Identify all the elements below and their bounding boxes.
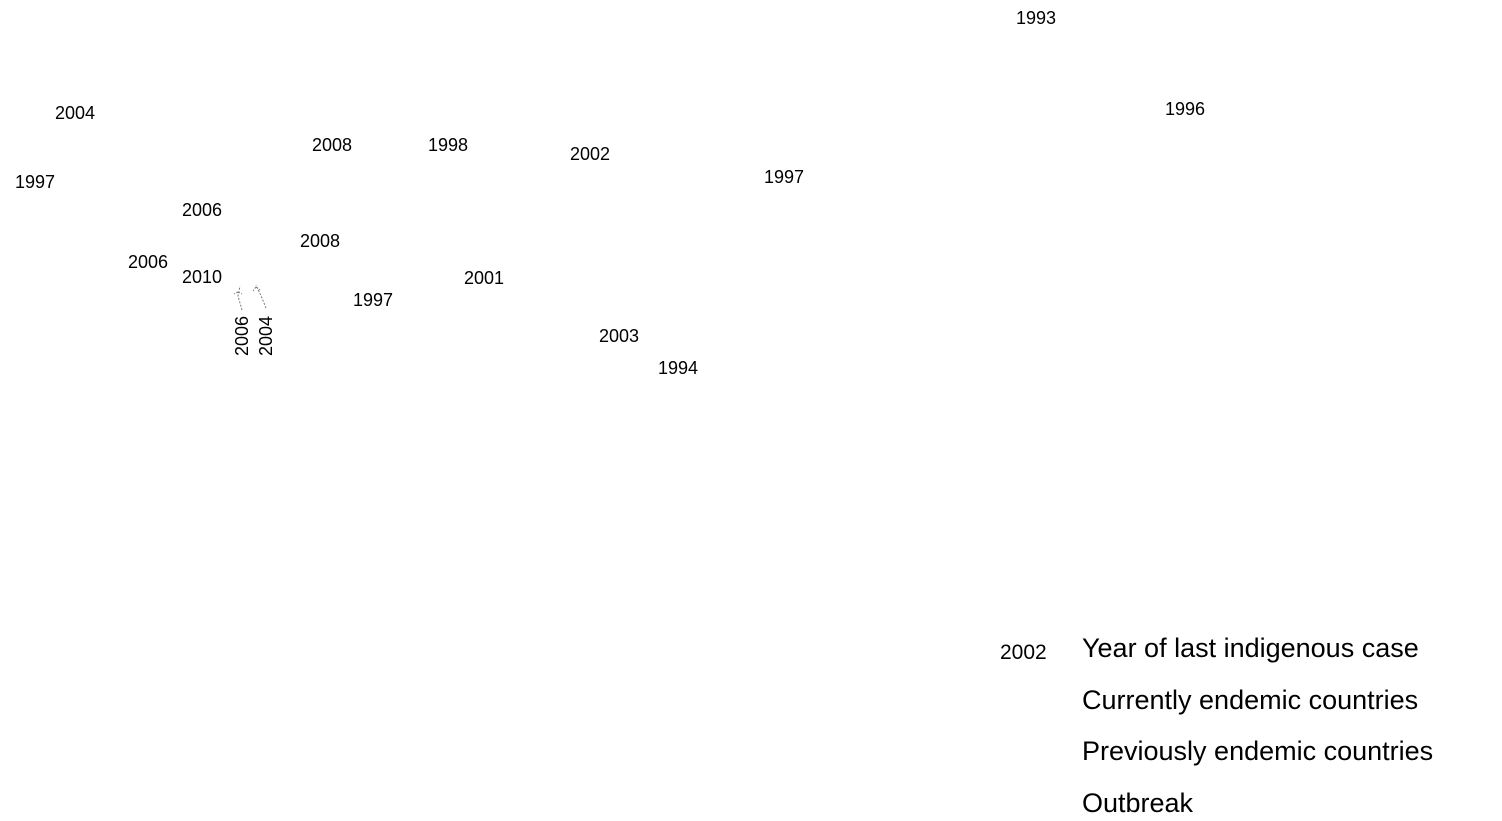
year-label: 2008 bbox=[312, 135, 353, 155]
year-label: 2001 bbox=[464, 268, 505, 288]
legend-item-previously-endemic: Previously endemic countries bbox=[1082, 736, 1434, 766]
year-label: 1994 bbox=[658, 358, 699, 378]
legend-item-currently-endemic: Currently endemic countries bbox=[1082, 685, 1419, 715]
year-label: 1998 bbox=[428, 135, 469, 155]
year-label: 2008 bbox=[300, 231, 341, 251]
year-label: 1997 bbox=[15, 172, 56, 192]
pointer-arrow bbox=[252, 284, 267, 309]
legend-sample-year: 2002 bbox=[1000, 641, 1047, 664]
year-label: 2003 bbox=[599, 326, 640, 346]
legend-item-year-of-last-case: Year of last indigenous case bbox=[1082, 633, 1419, 663]
year-label: 2006 bbox=[128, 252, 169, 272]
year-label: 2010 bbox=[182, 267, 223, 287]
legend-item-outbreak: Outbreak bbox=[1082, 788, 1194, 818]
year-label: 2006 bbox=[182, 200, 223, 220]
year-label: 1997 bbox=[764, 167, 805, 187]
year-label: 1997 bbox=[353, 290, 394, 310]
year-label: 1993 bbox=[1016, 8, 1057, 28]
year-label: 2004 bbox=[256, 315, 276, 356]
pointer-arrow bbox=[233, 285, 243, 311]
year-label: 2006 bbox=[232, 315, 252, 356]
year-label: 2002 bbox=[570, 144, 611, 164]
year-label: 2004 bbox=[55, 103, 96, 123]
year-label: 1996 bbox=[1165, 99, 1206, 119]
